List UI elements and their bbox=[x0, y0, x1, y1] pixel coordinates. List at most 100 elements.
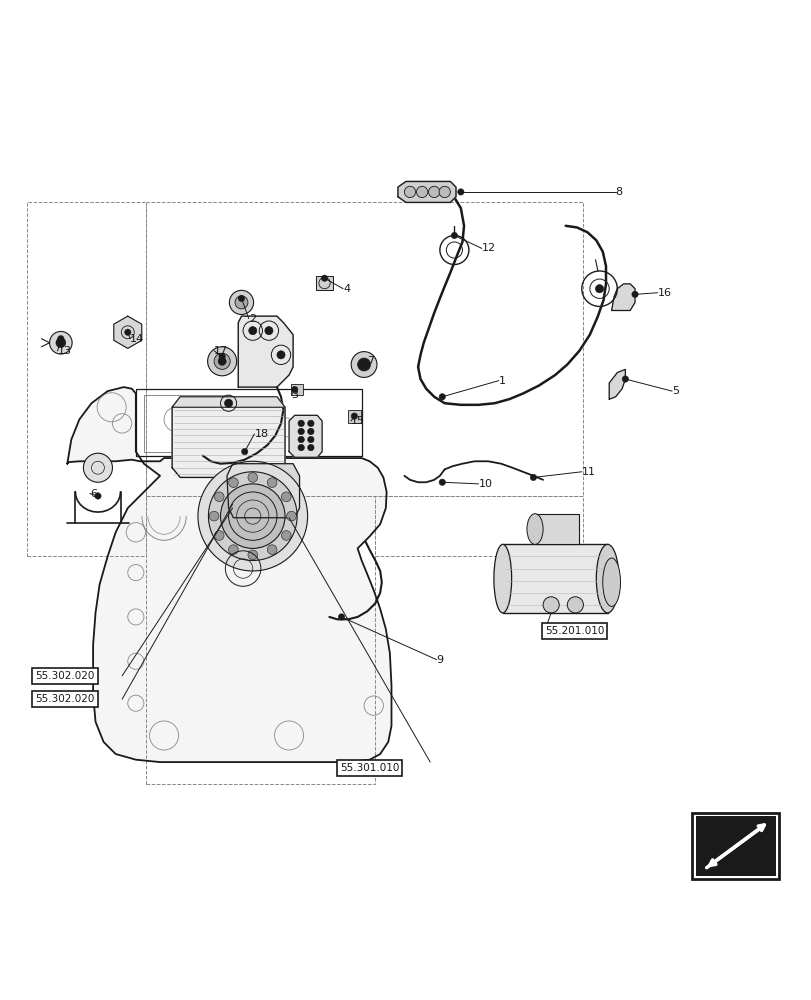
Circle shape bbox=[428, 186, 440, 198]
Circle shape bbox=[298, 420, 304, 427]
Bar bbox=[502, 544, 607, 613]
Text: 12: 12 bbox=[481, 243, 496, 253]
Circle shape bbox=[298, 428, 304, 435]
Bar bbox=[146, 202, 582, 496]
Ellipse shape bbox=[493, 544, 511, 613]
Text: 1: 1 bbox=[498, 376, 505, 386]
Text: 18: 18 bbox=[254, 429, 268, 439]
Circle shape bbox=[543, 597, 559, 613]
Circle shape bbox=[267, 545, 277, 554]
Circle shape bbox=[451, 232, 457, 239]
Circle shape bbox=[264, 327, 272, 335]
Circle shape bbox=[621, 376, 628, 382]
Circle shape bbox=[247, 473, 257, 482]
Text: 7: 7 bbox=[367, 356, 374, 366]
Circle shape bbox=[124, 329, 131, 335]
Polygon shape bbox=[238, 316, 293, 387]
Circle shape bbox=[281, 492, 291, 502]
Circle shape bbox=[219, 353, 225, 360]
Circle shape bbox=[298, 444, 304, 451]
Circle shape bbox=[267, 478, 277, 487]
Bar bbox=[291, 384, 303, 395]
Text: 16: 16 bbox=[657, 288, 671, 298]
Circle shape bbox=[439, 394, 445, 400]
Polygon shape bbox=[227, 464, 299, 518]
Bar bbox=[315, 276, 333, 290]
Circle shape bbox=[84, 453, 112, 482]
Circle shape bbox=[631, 291, 637, 298]
Circle shape bbox=[338, 614, 345, 620]
Circle shape bbox=[321, 275, 328, 281]
Circle shape bbox=[404, 186, 415, 198]
Ellipse shape bbox=[602, 558, 620, 606]
Circle shape bbox=[58, 335, 64, 342]
Circle shape bbox=[214, 531, 224, 540]
Circle shape bbox=[229, 545, 238, 554]
Bar bbox=[347, 410, 360, 423]
Polygon shape bbox=[172, 397, 285, 477]
Text: 6: 6 bbox=[90, 489, 97, 499]
Circle shape bbox=[439, 479, 445, 485]
Circle shape bbox=[234, 296, 247, 309]
Text: 15: 15 bbox=[350, 416, 365, 426]
Text: 4: 4 bbox=[343, 284, 350, 294]
Circle shape bbox=[218, 357, 226, 365]
Text: 3: 3 bbox=[291, 390, 298, 400]
Text: 2: 2 bbox=[248, 314, 255, 324]
Circle shape bbox=[439, 186, 450, 198]
Circle shape bbox=[56, 338, 66, 348]
Circle shape bbox=[307, 436, 314, 443]
Circle shape bbox=[286, 511, 296, 521]
Text: 5: 5 bbox=[672, 386, 678, 396]
Circle shape bbox=[457, 189, 464, 195]
Bar bbox=[375, 496, 582, 556]
Circle shape bbox=[277, 351, 285, 359]
Polygon shape bbox=[397, 181, 456, 202]
Circle shape bbox=[298, 436, 304, 443]
Circle shape bbox=[360, 361, 367, 368]
Circle shape bbox=[214, 353, 230, 369]
Text: 8: 8 bbox=[615, 187, 622, 197]
Bar bbox=[534, 514, 579, 544]
Circle shape bbox=[594, 285, 603, 293]
Bar bbox=[27, 202, 146, 556]
Text: 11: 11 bbox=[581, 467, 595, 477]
Text: 55.302.020: 55.302.020 bbox=[35, 694, 94, 704]
Circle shape bbox=[357, 358, 370, 371]
Polygon shape bbox=[67, 387, 391, 762]
Circle shape bbox=[307, 444, 314, 451]
Bar bbox=[146, 496, 375, 784]
Ellipse shape bbox=[595, 544, 618, 613]
Bar bbox=[695, 816, 775, 876]
Circle shape bbox=[209, 511, 219, 521]
Bar bbox=[692, 813, 779, 879]
Text: 9: 9 bbox=[436, 655, 444, 665]
Circle shape bbox=[307, 428, 314, 435]
Circle shape bbox=[208, 472, 297, 560]
Text: 55.301.010: 55.301.010 bbox=[340, 763, 399, 773]
Circle shape bbox=[214, 492, 224, 502]
Circle shape bbox=[350, 413, 357, 419]
Text: 10: 10 bbox=[478, 479, 492, 489]
Circle shape bbox=[95, 493, 101, 499]
Circle shape bbox=[241, 448, 247, 455]
Circle shape bbox=[229, 478, 238, 487]
Circle shape bbox=[291, 386, 298, 393]
Circle shape bbox=[225, 399, 232, 407]
Circle shape bbox=[248, 327, 256, 335]
Polygon shape bbox=[608, 369, 624, 399]
Polygon shape bbox=[289, 415, 322, 457]
Text: 17: 17 bbox=[214, 346, 228, 356]
Circle shape bbox=[530, 474, 536, 481]
Circle shape bbox=[229, 290, 253, 315]
Circle shape bbox=[350, 352, 376, 377]
Circle shape bbox=[307, 420, 314, 427]
Circle shape bbox=[198, 461, 307, 571]
Circle shape bbox=[49, 331, 72, 354]
Text: 14: 14 bbox=[130, 334, 144, 344]
Polygon shape bbox=[172, 397, 285, 407]
Polygon shape bbox=[114, 316, 142, 348]
Circle shape bbox=[416, 186, 427, 198]
Circle shape bbox=[247, 550, 257, 560]
Text: 13: 13 bbox=[58, 346, 71, 356]
